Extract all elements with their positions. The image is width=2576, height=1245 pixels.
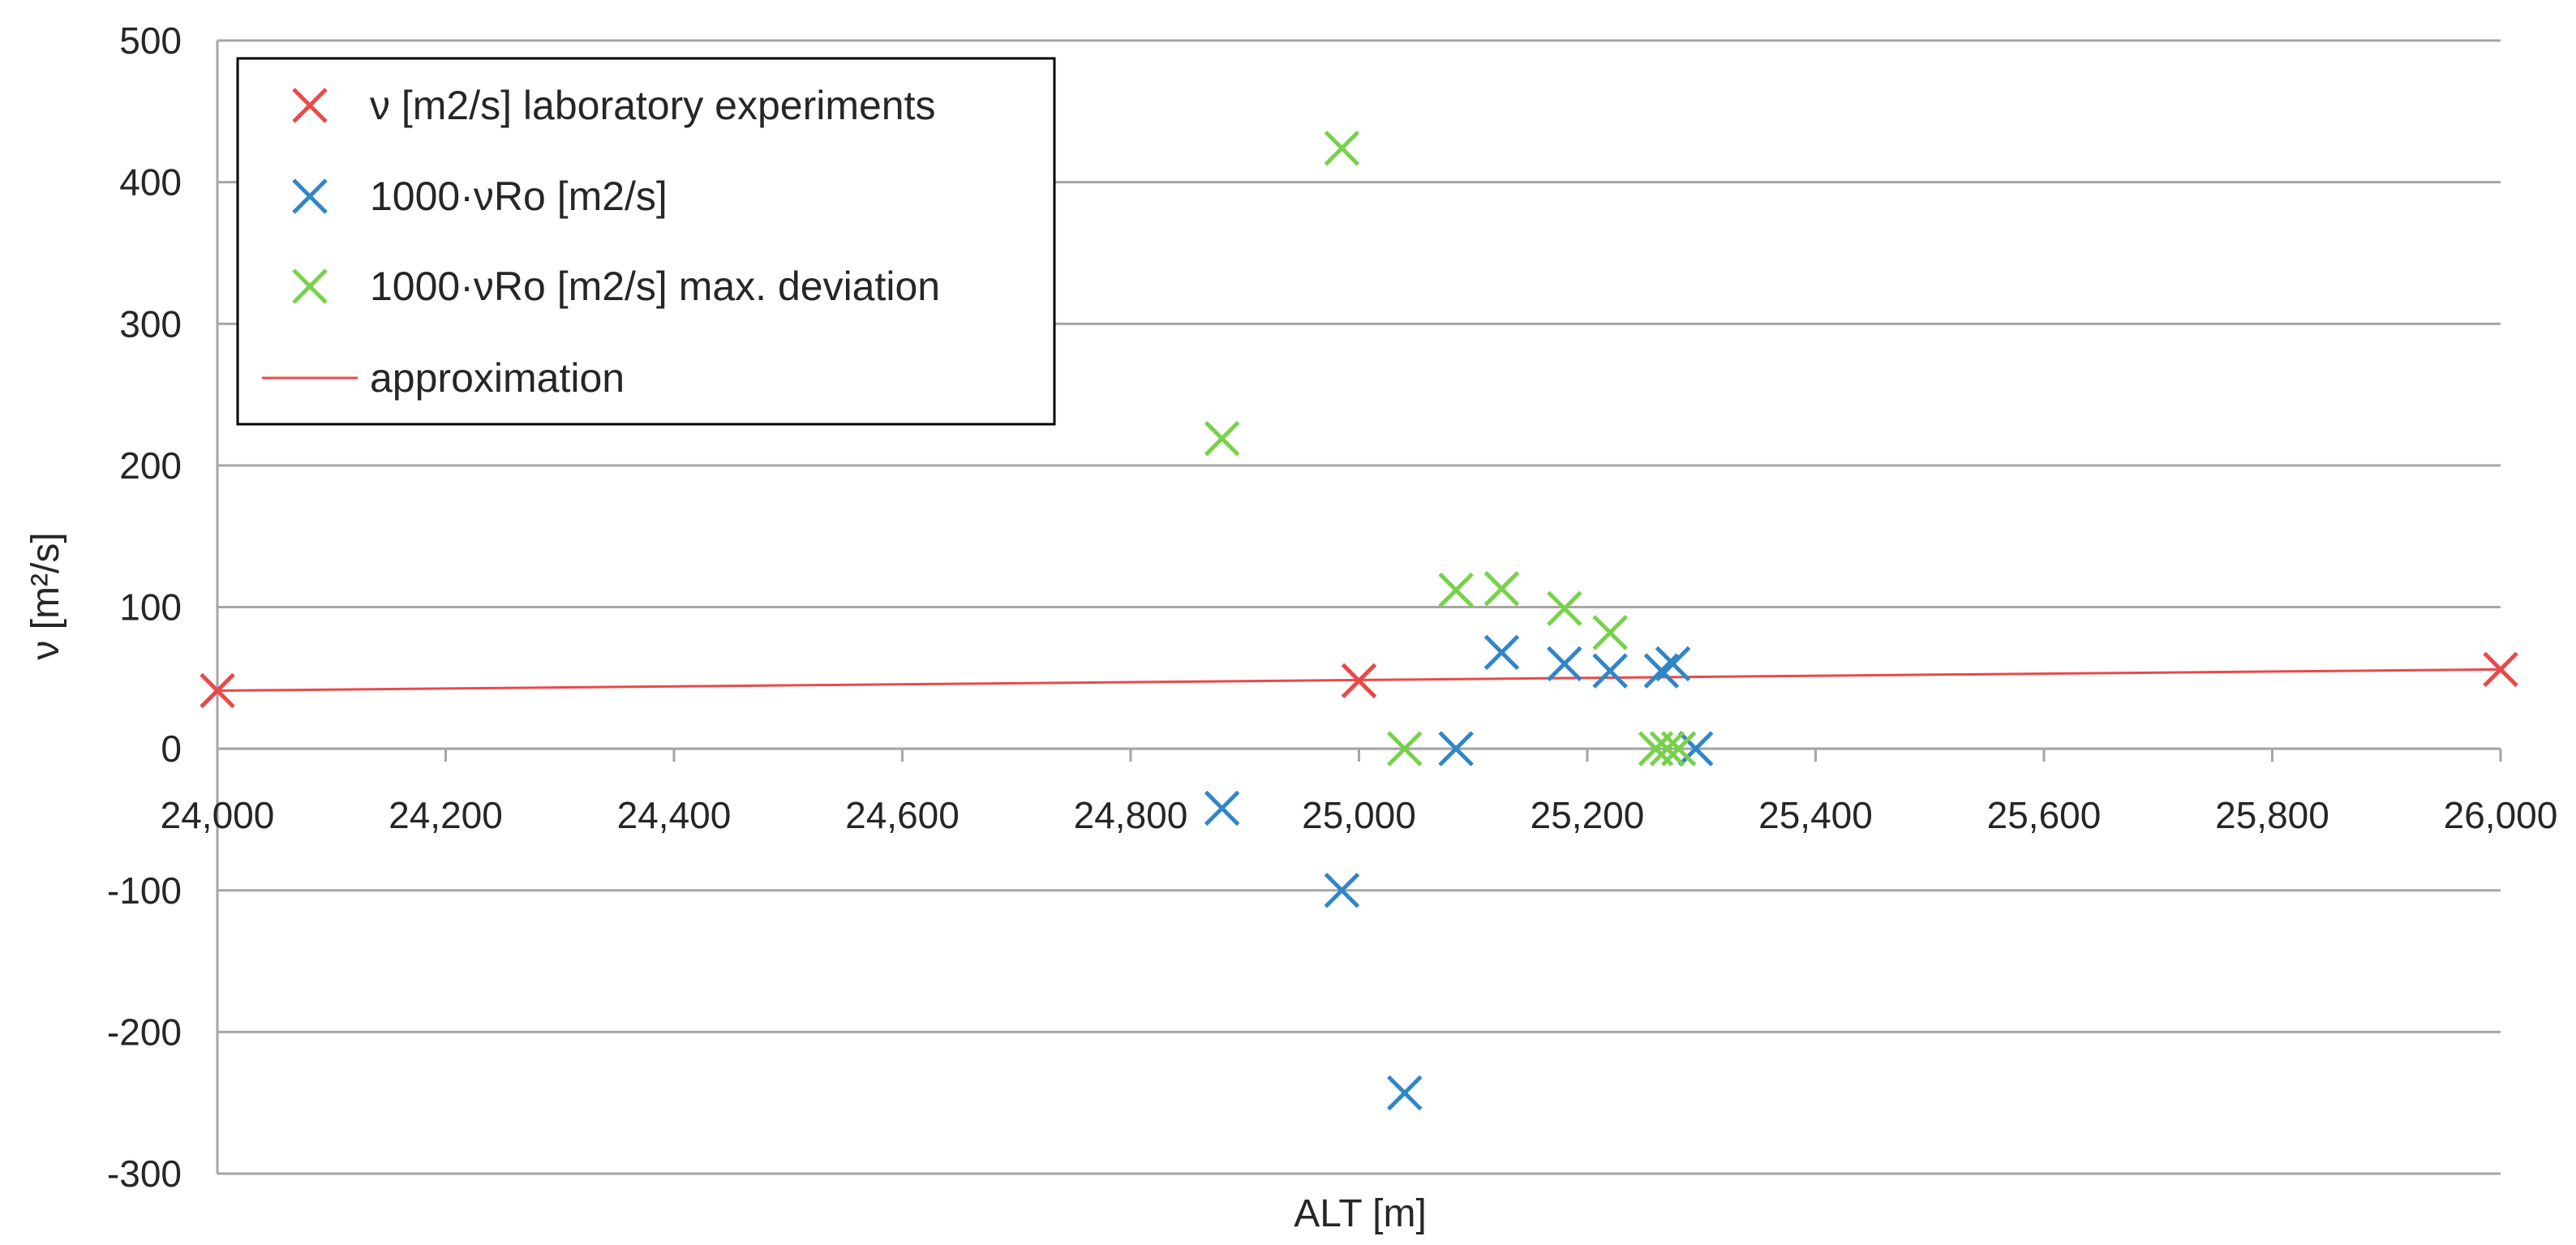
marker-stroke — [2483, 651, 2518, 688]
y-axis-title: ν [m²/s] — [24, 532, 67, 659]
marker-stroke — [1643, 653, 1680, 689]
data-point-series-2 — [1204, 790, 1240, 826]
marker-stroke — [1483, 571, 1520, 607]
x-tick-label: 25,600 — [1987, 794, 2102, 836]
marker-stroke — [292, 88, 328, 123]
data-point-series-1 — [2483, 651, 2518, 688]
data-point-series-2 — [1547, 646, 1582, 682]
data-point-series-3 — [1660, 731, 1697, 766]
marker-stroke — [1483, 634, 1520, 671]
marker-stroke — [1324, 872, 1360, 908]
data-point-series-3 — [1592, 615, 1628, 650]
marker-stroke — [1660, 731, 1697, 766]
data-point-series-2 — [1655, 646, 1691, 682]
data-point-series-2 — [1438, 731, 1474, 766]
marker-stroke — [1547, 590, 1582, 627]
marker-stroke — [1592, 653, 1628, 689]
x-tick-label: 25,800 — [2215, 794, 2329, 836]
legend-box — [236, 57, 1056, 426]
x-tick-label: 25,200 — [1531, 794, 1645, 836]
marker-stroke — [1324, 130, 1360, 166]
marker-stroke — [1547, 646, 1582, 682]
y-tick-label: 500 — [119, 19, 182, 62]
legend-label: 1000·νRo [m2/s] max. deviation — [370, 264, 940, 309]
legend-swatch-marker — [292, 268, 328, 304]
marker-stroke — [1387, 731, 1423, 766]
axes — [216, 41, 2502, 1174]
x-tick-label: 24,200 — [389, 794, 503, 836]
x-tick-label: 25,000 — [1302, 794, 1416, 836]
marker-stroke — [1438, 572, 1474, 608]
marker-stroke — [200, 672, 235, 709]
y-tick-label: 100 — [119, 586, 182, 629]
marker-stroke — [1387, 1075, 1423, 1111]
marker-stroke — [1204, 790, 1240, 826]
data-point-series-1 — [200, 672, 235, 709]
y-tick-label: -200 — [107, 1011, 182, 1053]
x-tick-label: 24,800 — [1074, 794, 1188, 836]
data-point-series-3 — [1387, 731, 1423, 766]
x-tick-labels: 24,000 24,200 24,400 24,600 24,800 25,000 25,2… — [161, 794, 2558, 836]
y-tick-label: 300 — [119, 303, 182, 345]
legend-label: 1000·νRo [m2/s] — [370, 174, 668, 219]
marker-stroke — [1655, 646, 1691, 682]
data-point-series-3 — [1204, 420, 1240, 457]
series-layer — [200, 130, 2518, 1111]
marker-stroke — [1677, 731, 1714, 766]
marker-stroke — [1592, 615, 1628, 650]
data-point-series-2 — [1324, 872, 1360, 908]
data-point-series-2 — [1592, 653, 1628, 689]
x-tick-label: 26,000 — [2444, 794, 2558, 836]
x-axis-title: ALT [m] — [1294, 1192, 1427, 1235]
x-tick-label: 24,400 — [617, 794, 732, 836]
data-point-series-3 — [1438, 572, 1474, 608]
x-tick-label: 25,400 — [1758, 794, 1873, 836]
data-point-series-3 — [1547, 590, 1582, 627]
legend-swatch-marker — [292, 88, 328, 123]
y-tick-label: 400 — [119, 161, 182, 204]
data-point-series-2 — [1387, 1075, 1423, 1111]
marker-stroke — [1341, 663, 1377, 699]
data-point-series-3 — [1483, 571, 1520, 607]
x-tick-label: 24,600 — [845, 794, 960, 836]
y-tick-label: -100 — [107, 869, 182, 912]
marker-stroke — [1438, 731, 1474, 766]
marker-stroke — [292, 178, 328, 214]
y-tick-label: 0 — [161, 728, 182, 770]
data-point-series-2 — [1677, 731, 1714, 766]
data-point-series-3 — [1324, 130, 1360, 166]
data-point-series-3 — [1649, 731, 1685, 766]
data-point-series-2 — [1483, 634, 1520, 671]
y-tick-label: -300 — [107, 1153, 182, 1195]
legend-swatch-marker — [292, 178, 328, 214]
y-tick-labels: -300 -200 -100 0 100 200 300 400 500 — [107, 19, 182, 1195]
marker-stroke — [292, 268, 328, 304]
legend: ν [m2/s] laboratory experiments 1000·νRo … — [236, 57, 1056, 426]
legend-label: ν [m2/s] laboratory experiments — [370, 83, 936, 128]
marker-stroke — [1204, 420, 1240, 457]
marker-stroke — [1649, 731, 1685, 766]
legend-label: approximation — [370, 355, 625, 401]
x-tick-label: 24,000 — [161, 794, 275, 836]
y-tick-label: 200 — [119, 444, 182, 487]
data-point-series-2 — [1643, 653, 1680, 689]
data-point-series-1 — [1341, 663, 1377, 699]
